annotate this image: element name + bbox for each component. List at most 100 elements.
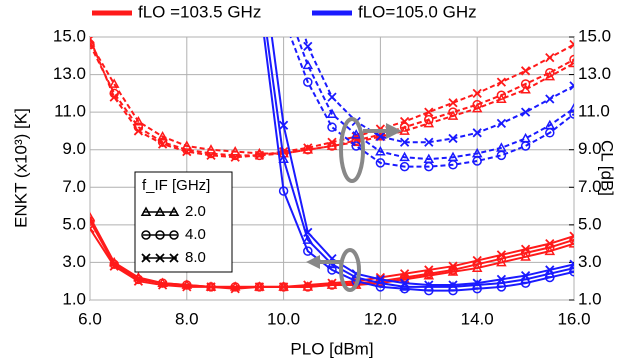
- marker: [424, 137, 434, 147]
- marker: [545, 128, 555, 138]
- series-line: [266, 37, 574, 288]
- y-tick-label: 13.0: [53, 64, 86, 83]
- marker: [496, 150, 507, 161]
- marker: [448, 280, 458, 290]
- marker: [520, 79, 531, 89]
- marker: [90, 39, 95, 50]
- marker: [303, 77, 313, 87]
- marker: [375, 146, 386, 156]
- annotation-arrowhead: [386, 123, 402, 139]
- marker: [157, 137, 168, 147]
- marker: [327, 137, 337, 147]
- marker: [545, 67, 555, 78]
- marker: [109, 92, 119, 102]
- legend-label: 8.0: [185, 249, 206, 266]
- marker: [90, 223, 95, 234]
- series-layer: [90, 0, 574, 296]
- marker: [520, 141, 531, 151]
- legend-label: 4.0: [185, 226, 206, 243]
- marker: [278, 120, 289, 130]
- marker: [140, 206, 152, 216]
- marker: [280, 0, 288, 3]
- marker: [399, 122, 410, 132]
- marker: [448, 133, 458, 144]
- marker: [230, 284, 240, 294]
- marker: [423, 270, 435, 280]
- marker: [375, 131, 386, 142]
- series-line: [296, 37, 574, 161]
- marker: [472, 255, 482, 266]
- y2-tick-label: 3.0: [578, 252, 602, 271]
- y2-tick-label: 5.0: [578, 214, 602, 233]
- legend-box: [134, 171, 233, 273]
- legend-label: fLO=105.0 GHz: [358, 2, 477, 21]
- series-line: [270, 37, 574, 286]
- marker: [157, 139, 168, 149]
- marker: [303, 280, 313, 290]
- marker: [569, 259, 574, 269]
- marker: [303, 143, 313, 153]
- y-tick-label: 15.0: [53, 26, 86, 45]
- marker: [399, 137, 410, 147]
- y2-tick-label: 13.0: [578, 64, 611, 83]
- marker: [496, 250, 507, 260]
- marker: [472, 283, 482, 294]
- marker: [472, 278, 482, 288]
- marker: [496, 118, 507, 129]
- marker: [472, 88, 482, 98]
- series-line: [289, 37, 574, 168]
- marker: [278, 282, 289, 292]
- y-tick-label: 1.0: [62, 289, 86, 308]
- x-tick-label: 16.0: [557, 309, 590, 328]
- marker: [182, 282, 192, 292]
- marker: [133, 115, 144, 126]
- marker: [569, 54, 574, 65]
- marker: [399, 269, 410, 279]
- x-tick-label: 14.0: [461, 309, 494, 328]
- marker: [280, 14, 288, 22]
- x-tick-label: 6.0: [78, 309, 102, 328]
- marker: [496, 282, 507, 292]
- marker: [157, 278, 168, 288]
- marker: [520, 132, 531, 143]
- marker: [155, 230, 165, 240]
- marker: [447, 266, 459, 276]
- marker: [141, 230, 151, 240]
- marker: [254, 150, 265, 160]
- marker: [206, 148, 216, 159]
- marker: [230, 152, 240, 162]
- marker: [496, 90, 507, 100]
- marker: [569, 81, 574, 91]
- marker: [278, 186, 289, 196]
- series-line: [90, 220, 574, 288]
- marker: [327, 278, 337, 288]
- series-line: [90, 42, 574, 155]
- marker: [278, 153, 289, 164]
- marker: [230, 150, 240, 161]
- marker: [327, 92, 337, 102]
- marker: [520, 66, 531, 76]
- y2-tick-label: 1.0: [578, 289, 602, 308]
- legend-title: f_IF [GHz]: [142, 177, 210, 194]
- marker: [424, 107, 434, 117]
- marker: [569, 267, 574, 277]
- marker: [424, 280, 434, 290]
- marker: [157, 280, 168, 290]
- marker: [545, 272, 555, 283]
- marker: [182, 280, 192, 290]
- marker: [448, 285, 458, 296]
- marker: [375, 158, 386, 168]
- marker: [303, 41, 313, 52]
- marker: [350, 129, 362, 139]
- marker: [206, 282, 216, 292]
- x-axis-title: PLO [dBm]: [290, 339, 373, 358]
- marker: [141, 253, 151, 263]
- marker: [375, 282, 386, 292]
- marker: [424, 265, 434, 275]
- marker: [278, 146, 289, 157]
- series-line: [90, 44, 574, 157]
- marker: [448, 261, 458, 271]
- marker: [569, 39, 574, 50]
- marker: [424, 161, 434, 172]
- marker: [375, 274, 386, 284]
